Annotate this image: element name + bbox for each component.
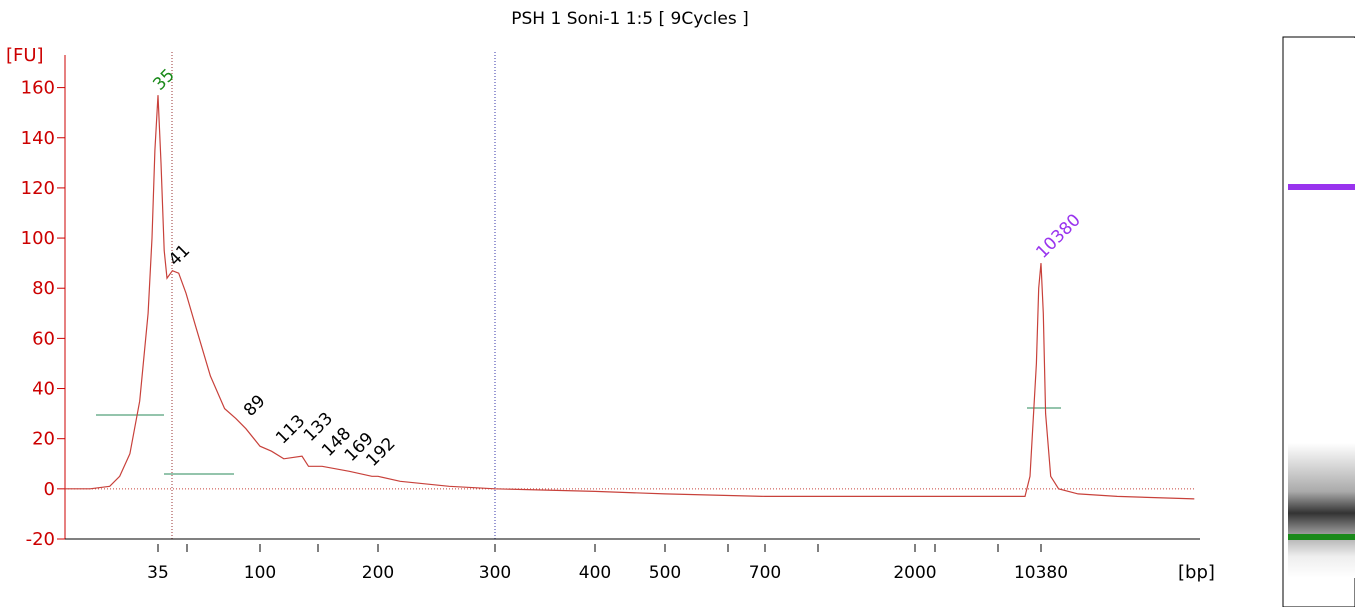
y-tick-label: -20 — [26, 529, 55, 550]
peak-label: 89 — [240, 391, 269, 420]
x-tick-label: 300 — [479, 563, 511, 583]
x-tick-label: 35 — [147, 563, 169, 583]
peak-label: 41 — [165, 241, 194, 270]
y-tick-label: 0 — [44, 479, 55, 500]
y-tick-label: 160 — [21, 78, 55, 99]
y-axis-label: [FU] — [6, 45, 44, 66]
x-tick-label: 200 — [362, 563, 394, 583]
gel-band-upper — [1288, 184, 1355, 190]
y-tick-label: 40 — [32, 379, 55, 400]
x-tick-label: 400 — [579, 563, 611, 583]
y-tick-label: 140 — [21, 128, 55, 149]
x-tick-label: 500 — [649, 563, 681, 583]
peak-label: 10380 — [1032, 210, 1084, 262]
x-tick-label: 700 — [749, 563, 781, 583]
y-tick-label: 100 — [21, 228, 55, 249]
y-tick-label: 60 — [32, 328, 55, 349]
gel-band-lower — [1288, 534, 1355, 540]
minor-ticks — [186, 544, 999, 552]
x-tick-label: 100 — [244, 563, 276, 583]
x-tick-label: 2000 — [893, 563, 936, 583]
y-tick-label: 80 — [32, 278, 55, 299]
peak-label: 35 — [149, 65, 178, 94]
y-tick-label: 120 — [21, 178, 55, 199]
gel-smear — [1288, 38, 1355, 578]
x-tick-label: 10380 — [1014, 563, 1068, 583]
trace — [64, 95, 1195, 500]
x-axis-label: [bp] — [1178, 562, 1215, 583]
y-tick-label: 20 — [32, 429, 55, 450]
chart-title: PSH 1 Soni-1 1:5 [ 9Cycles ] — [511, 9, 748, 29]
